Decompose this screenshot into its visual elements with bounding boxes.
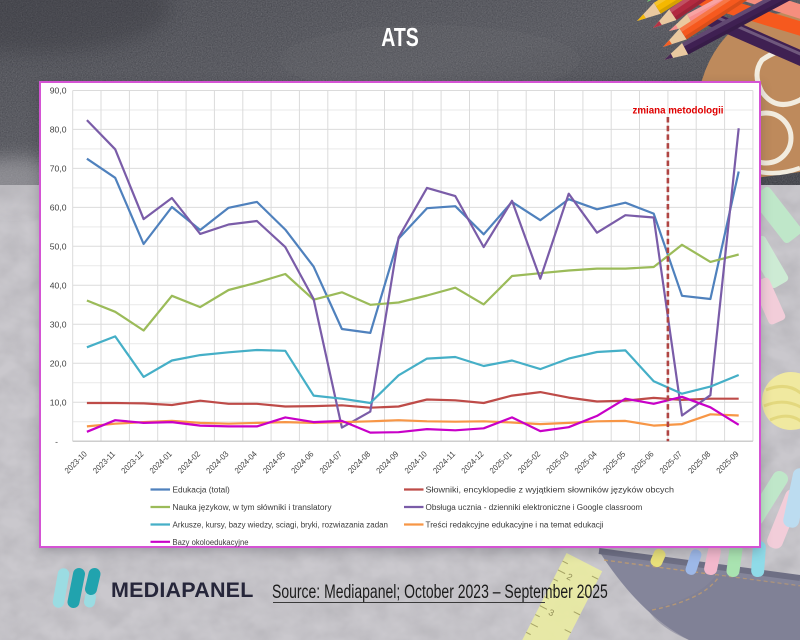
svg-text:2024-05: 2024-05: [261, 449, 288, 476]
svg-text:2024-09: 2024-09: [374, 449, 401, 476]
svg-text:2023-11: 2023-11: [91, 449, 118, 476]
svg-text:2025-03: 2025-03: [544, 449, 571, 476]
svg-text:Bazy okoloedukacyjne: Bazy okoloedukacyjne: [173, 538, 250, 547]
svg-text:2025-05: 2025-05: [601, 449, 628, 476]
svg-text:80,0: 80,0: [50, 125, 67, 135]
svg-text:20,0: 20,0: [50, 358, 67, 368]
svg-text:2024-01: 2024-01: [147, 449, 174, 476]
svg-text:70,0: 70,0: [50, 164, 67, 174]
svg-text:60,0: 60,0: [50, 203, 67, 213]
svg-text:2024-10: 2024-10: [402, 449, 429, 476]
svg-text:2025-01: 2025-01: [487, 449, 514, 476]
svg-text:2025-09: 2025-09: [714, 449, 741, 476]
svg-text:Treści redakcyjne edukacyjne i: Treści redakcyjne edukacyjne i na temat …: [426, 521, 604, 530]
svg-text:3: 3: [547, 607, 556, 618]
svg-text:40,0: 40,0: [50, 280, 67, 290]
svg-text:10,0: 10,0: [50, 397, 67, 407]
svg-text:Nauka językow, w tym słówniki: Nauka językow, w tym słówniki i translat…: [173, 503, 332, 512]
svg-text:-: -: [55, 436, 58, 446]
svg-text:2024-12: 2024-12: [459, 449, 486, 476]
svg-text:2025-02: 2025-02: [516, 449, 543, 476]
svg-text:2024-07: 2024-07: [317, 449, 344, 476]
svg-text:2024-06: 2024-06: [289, 449, 316, 476]
svg-text:90,0: 90,0: [50, 86, 67, 96]
svg-text:2025-07: 2025-07: [657, 449, 684, 476]
svg-text:2023-12: 2023-12: [119, 449, 146, 476]
svg-text:2025-04: 2025-04: [572, 449, 599, 476]
svg-text:2025-06: 2025-06: [629, 449, 656, 476]
svg-text:2025-08: 2025-08: [686, 449, 713, 476]
svg-text:2023-10: 2023-10: [62, 449, 89, 476]
svg-text:2024-04: 2024-04: [232, 449, 259, 476]
svg-text:2: 2: [565, 571, 574, 582]
svg-text:Edukacja (total): Edukacja (total): [173, 486, 231, 495]
svg-text:2024-11: 2024-11: [431, 449, 458, 476]
svg-text:zmiana metodologii: zmiana metodologii: [633, 105, 724, 116]
svg-text:2024-08: 2024-08: [346, 449, 373, 476]
svg-text:2024-02: 2024-02: [176, 449, 203, 476]
svg-text:Arkusze, kursy, bazy wiedzy, s: Arkusze, kursy, bazy wiedzy, sciagi, bry…: [173, 521, 389, 530]
svg-text:Słowniki, encyklopedie z wyjąt: Słowniki, encyklopedie z wyjątkiem słown…: [426, 486, 675, 495]
svg-text:50,0: 50,0: [50, 241, 67, 251]
svg-text:Obsługa ucznia - dzienniki ele: Obsługa ucznia - dzienniki elektroniczne…: [426, 503, 643, 512]
svg-text:30,0: 30,0: [50, 319, 67, 329]
svg-text:2024-03: 2024-03: [204, 449, 231, 476]
